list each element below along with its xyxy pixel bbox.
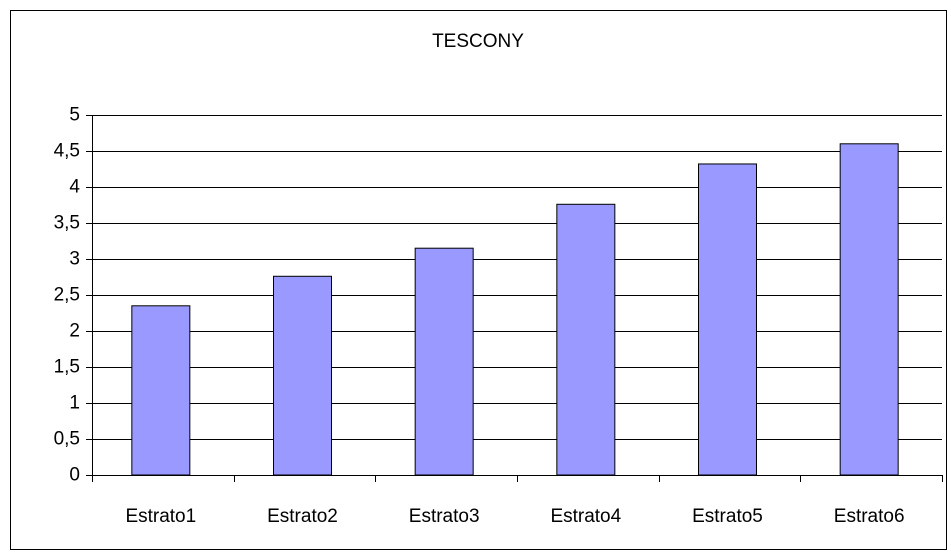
x-tick-label: Estrato4 [550, 506, 621, 527]
y-tick-label: 0,5 [54, 429, 80, 450]
bar [556, 203, 616, 476]
x-tick-label: Estrato2 [267, 506, 338, 527]
y-tick-label: 1 [69, 393, 80, 414]
y-tick-label: 2 [69, 321, 80, 342]
y-tick-label: 4 [69, 177, 80, 198]
bar [698, 163, 757, 476]
y-tick-label: 4,5 [54, 141, 80, 162]
chart-title: TESCONY [432, 31, 524, 52]
bar [839, 143, 899, 476]
y-tick-label: 3 [69, 249, 80, 270]
y-tick-label: 0 [69, 465, 80, 486]
x-tick-label: Estrato3 [409, 506, 480, 527]
y-tick-label: 5 [69, 105, 80, 126]
bar [414, 247, 474, 476]
x-tick-label: Estrato5 [692, 506, 763, 527]
x-tick-label: Estrato6 [834, 506, 905, 527]
bar [273, 275, 332, 476]
y-tick-label: 1,5 [54, 357, 80, 378]
y-tick-label: 3,5 [54, 213, 80, 234]
bar [131, 305, 191, 476]
y-tick-label: 2,5 [54, 285, 80, 306]
x-tick-label: Estrato1 [125, 506, 196, 527]
